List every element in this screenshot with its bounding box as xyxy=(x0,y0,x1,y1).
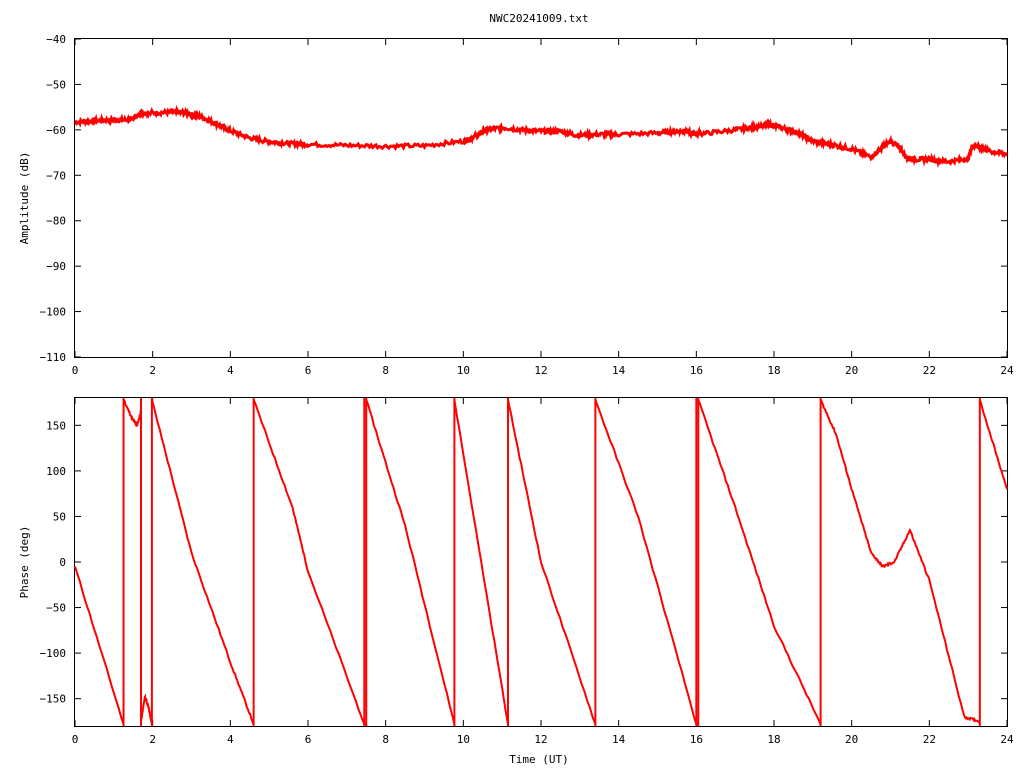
y-tick-label: −100 xyxy=(40,647,67,660)
x-tick-label: 24 xyxy=(1000,733,1014,746)
x-tick-label: 18 xyxy=(767,733,780,746)
x-tick-label: 18 xyxy=(767,364,780,377)
x-tick-label: 16 xyxy=(690,733,703,746)
x-tick-label: 22 xyxy=(923,733,936,746)
phase-wrap-lines xyxy=(122,398,981,726)
phase-series-segment xyxy=(453,399,509,725)
phase-series-segment xyxy=(365,399,456,725)
phase-y-axis-label: Phase (deg) xyxy=(18,526,31,599)
y-tick-label: −40 xyxy=(46,33,66,46)
x-tick-label: 6 xyxy=(305,364,312,377)
phase-series-segment xyxy=(819,399,981,724)
y-tick-label: −100 xyxy=(40,306,67,319)
phase-series-segment xyxy=(74,566,125,725)
phase-plot-frame xyxy=(74,397,1008,727)
x-axis-label: Time (UT) xyxy=(509,753,569,766)
x-tick-label: 14 xyxy=(612,733,626,746)
phase-series-segment xyxy=(150,399,255,725)
amplitude-panel: −40−50−60−70−80−90−100−110 0 2 4 6 8 10 12 14 16… xyxy=(18,33,1014,377)
y-tick-label: −60 xyxy=(46,124,66,137)
y-tick-label: −110 xyxy=(40,351,67,364)
phase-series-segment xyxy=(122,399,142,428)
amplitude-plot-frame xyxy=(74,38,1008,358)
phase-series-segment xyxy=(140,693,153,725)
x-tick-label: 16 xyxy=(690,364,703,377)
x-tick-label: 4 xyxy=(227,733,234,746)
x-tick-label: 4 xyxy=(227,364,234,377)
x-tick-label: 20 xyxy=(845,364,858,377)
y-tick-label: 100 xyxy=(46,465,66,478)
x-tick-label: 12 xyxy=(534,733,547,746)
y-tick-label: 0 xyxy=(59,556,66,569)
x-tick-label: 2 xyxy=(149,733,156,746)
y-tick-label: −80 xyxy=(46,215,66,228)
x-tick-label: 8 xyxy=(382,733,389,746)
x-tick-label: 12 xyxy=(534,364,547,377)
x-tick-label: 24 xyxy=(1000,364,1014,377)
x-tick-label: 10 xyxy=(457,364,470,377)
y-tick-label: −50 xyxy=(46,78,66,91)
x-tick-label: 14 xyxy=(612,364,626,377)
x-tick-label: 0 xyxy=(72,364,79,377)
amplitude-y-axis-label: Amplitude (dB) xyxy=(18,152,31,245)
y-tick-label: −150 xyxy=(40,693,67,706)
y-tick-label: −90 xyxy=(46,260,66,273)
x-tick-label: 22 xyxy=(923,364,936,377)
phase-y-ticks: 150 100 50 0 −50 −100 −150 xyxy=(40,419,1007,706)
phase-series-segment xyxy=(978,399,1008,490)
x-tick-label: 20 xyxy=(845,733,858,746)
x-tick-label: 6 xyxy=(305,733,312,746)
amplitude-y-ticks: −40 −50 −60 −70 −80 −90 −100 −110 xyxy=(40,33,1007,364)
phase-series-segment xyxy=(594,399,698,725)
chart-title: NWC20241009.txt xyxy=(489,12,588,25)
phase-series-lines xyxy=(74,399,1008,725)
y-tick-label: −70 xyxy=(46,169,66,182)
x-tick-label: 0 xyxy=(72,733,79,746)
amplitude-series-line xyxy=(74,104,1008,169)
phase-x-ticks: 0 2 4 6 8 10 12 14 16 18 20 22 24 xyxy=(72,398,1014,746)
y-tick-label: 50 xyxy=(53,510,66,523)
phase-series-segment xyxy=(252,399,366,725)
x-tick-label: 10 xyxy=(457,733,470,746)
y-tick-label: 150 xyxy=(46,419,66,432)
y-tick-label: −50 xyxy=(46,602,66,615)
phase-series-segment xyxy=(507,399,597,725)
phase-series-segment xyxy=(697,399,822,725)
amplitude-x-ticks: 0 2 4 6 8 10 12 14 16 18 20 22 24 xyxy=(72,39,1014,377)
x-tick-label: 2 xyxy=(149,364,156,377)
x-tick-label: 8 xyxy=(382,364,389,377)
